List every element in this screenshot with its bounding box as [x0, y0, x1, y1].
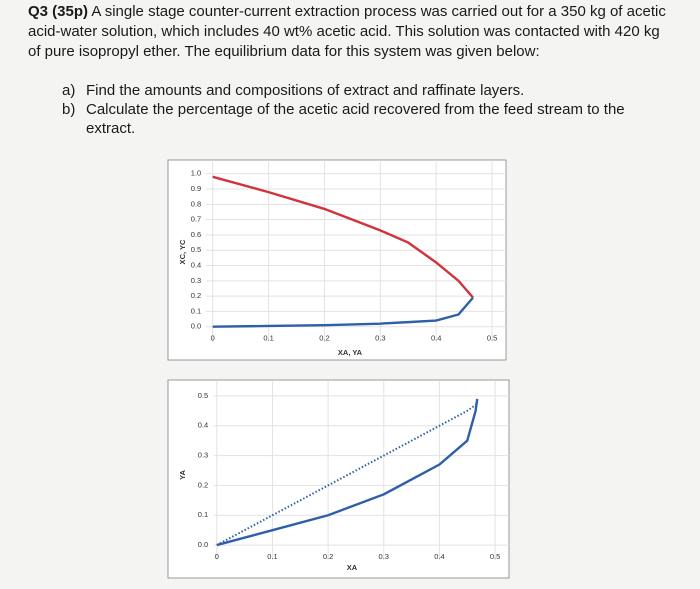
- x-tick-label: 0.2: [323, 552, 333, 561]
- y-tick-label: 0.2: [191, 291, 201, 300]
- item: b) Calculate the percentage of the acetic…: [62, 100, 642, 138]
- y-tick-label: 0.5: [191, 245, 201, 254]
- x-tick-label: 0.1: [267, 552, 277, 561]
- question-label: Q3 (35p): [28, 3, 89, 20]
- x-tick-label: 0.5: [487, 334, 497, 343]
- x-tick-label: 0.4: [431, 334, 441, 343]
- question: Q3 (35p) A single stage counter-current …: [28, 2, 668, 62]
- series-line: [212, 175, 474, 299]
- y-axis-label: YA: [178, 470, 187, 480]
- x-tick-label: 0.5: [490, 552, 500, 561]
- y-tick-label: 0.2: [198, 480, 208, 489]
- item-marker: a): [62, 82, 76, 99]
- y-tick-label: 0.3: [198, 451, 208, 460]
- series-line: [212, 296, 474, 328]
- x-tick-label: 0: [215, 552, 219, 561]
- x-tick-label: 0.4: [434, 552, 444, 561]
- y-tick-label: 0.3: [191, 276, 201, 285]
- x-tick-label: 0.3: [375, 334, 385, 343]
- y-tick-label: 0.0: [191, 322, 201, 331]
- chart-frame: [167, 159, 507, 361]
- y-axis-label: XC, YC: [178, 239, 187, 264]
- x-tick-label: 0.3: [379, 552, 389, 561]
- series-line: [216, 398, 479, 547]
- x-tick-label: 0.2: [319, 334, 329, 343]
- y-tick-label: 1.0: [191, 169, 201, 178]
- y-tick-label: 0.4: [198, 421, 208, 430]
- chart-frame: [167, 379, 510, 579]
- x-tick-label: 0: [211, 334, 215, 343]
- y-tick-label: 0.1: [191, 306, 201, 315]
- item: a) Find the amounts and compositions of e…: [62, 81, 642, 100]
- y-tick-label: 0.0: [198, 540, 208, 549]
- x-tick-label: 0.1: [263, 334, 273, 343]
- item-text: Find the amounts and compositions of ext…: [86, 82, 525, 99]
- question-text: A single stage counter-current extractio…: [28, 3, 666, 60]
- y-tick-label: 0.8: [191, 199, 201, 208]
- x-axis-label: XA: [347, 563, 358, 572]
- item-text: Calculate the percentage of the acetic a…: [86, 101, 625, 137]
- items: a) Find the amounts and compositions of e…: [62, 81, 642, 138]
- series-line: [216, 401, 479, 546]
- y-tick-label: 0.5: [198, 391, 208, 400]
- y-tick-label: 0.6: [191, 230, 201, 239]
- y-tick-label: 0.4: [191, 261, 201, 270]
- y-tick-label: 0.1: [198, 510, 208, 519]
- y-tick-label: 0.7: [191, 215, 201, 224]
- item-marker: b): [62, 101, 76, 118]
- x-axis-label: XA, YA: [338, 348, 363, 357]
- y-tick-label: 0.9: [191, 184, 201, 193]
